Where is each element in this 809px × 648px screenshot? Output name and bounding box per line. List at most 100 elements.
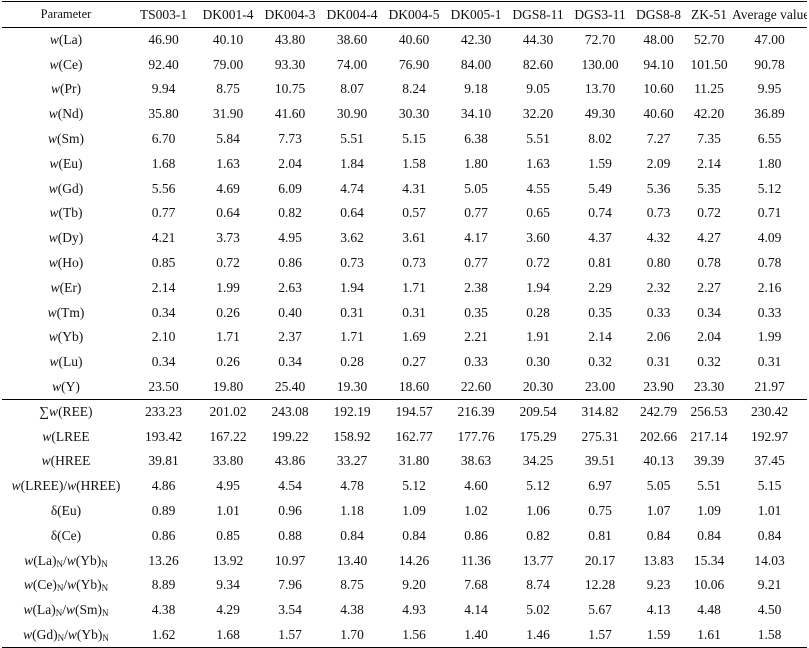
average-cell: 0.71 — [757, 205, 782, 221]
value-cell: 0.40 — [278, 304, 302, 320]
value-cell: 35.80 — [148, 106, 179, 122]
value-cell: 14.26 — [398, 552, 430, 568]
value-cell: 0.34 — [151, 354, 176, 370]
value-cell: 31.80 — [398, 453, 430, 469]
value-cell: 25.40 — [274, 378, 306, 394]
value-cell: 0.34 — [278, 354, 302, 370]
parameter-cell: w(Tm) — [47, 304, 85, 320]
value-cell: 5.51 — [697, 478, 721, 494]
column-header: DK004-4 — [321, 1, 383, 28]
value-cell: 4.37 — [588, 230, 612, 246]
value-cell: 6.97 — [588, 478, 612, 494]
average-cell: 5.15 — [757, 478, 782, 494]
parameter-cell: w(Er) — [50, 279, 82, 295]
value-cell: 5.51 — [340, 131, 364, 147]
value-cell: 0.65 — [526, 205, 550, 221]
value-cell: 0.72 — [526, 255, 550, 271]
value-cell: 1.63 — [216, 155, 240, 171]
column-header: DK004-5 — [383, 1, 445, 28]
parameter-cell: w(Ho) — [48, 255, 84, 271]
value-cell: 39.39 — [693, 453, 725, 469]
column-header: DK001-4 — [197, 1, 259, 28]
value-cell: 5.15 — [402, 131, 426, 147]
value-cell: 42.30 — [460, 32, 492, 48]
element-rows: w(La) 46.90 40.10 43.80 38.60 40.60 42.30 44.30… — [2, 28, 807, 400]
table-row: w(La) 46.90 40.10 43.80 38.60 40.60 42.30 44.30… — [2, 28, 807, 53]
value-cell: 6.09 — [278, 180, 302, 196]
value-cell: 31.90 — [212, 106, 244, 122]
value-cell: 202.66 — [639, 428, 678, 444]
header-row: Parameter TS003-1 DK001-4 DK004-3 DK004-… — [2, 1, 807, 28]
value-cell: 8.02 — [588, 131, 612, 147]
average-cell: 47.00 — [754, 32, 785, 48]
value-cell: 49.30 — [584, 106, 616, 122]
table-header: Parameter TS003-1 DK001-4 DK004-3 DK004-… — [2, 1, 807, 28]
value-cell: 13.40 — [336, 552, 368, 568]
value-cell: 0.73 — [402, 255, 426, 271]
column-header: DGS3-11 — [569, 1, 631, 28]
value-cell: 194.57 — [383, 398, 445, 425]
value-cell: 3.62 — [340, 230, 364, 246]
value-cell: 0.35 — [588, 304, 612, 320]
value-cell: 23.90 — [643, 378, 674, 394]
table-row: w(Dy) 4.21 3.73 4.95 3.62 3.61 4.17 3.60 4.37 4.3… — [2, 226, 807, 251]
parameter-cell: w(LREE)/w(HREE) — [11, 478, 121, 494]
value-cell: 4.14 — [464, 602, 488, 618]
average-cell: 1.58 — [732, 622, 807, 648]
value-cell: 192.19 — [321, 398, 383, 425]
value-cell: 0.27 — [402, 354, 426, 370]
value-cell: 2.10 — [151, 329, 176, 345]
average-cell: 9.95 — [757, 81, 782, 97]
value-cell: 15.34 — [693, 552, 725, 568]
table-row: w(Sm) 6.70 5.84 7.73 5.51 5.15 6.38 5.51 8.02 7.2… — [2, 127, 807, 152]
value-cell: 9.20 — [402, 577, 426, 593]
value-cell: 0.84 — [697, 527, 721, 543]
value-cell: 0.64 — [340, 205, 364, 221]
value-cell: 2.14 — [697, 155, 721, 171]
value-cell: 5.56 — [151, 180, 176, 196]
value-cell: 0.72 — [697, 205, 721, 221]
value-cell: 13.26 — [148, 552, 179, 568]
average-cell: 14.03 — [754, 552, 785, 568]
value-cell: 7.96 — [278, 577, 302, 593]
value-cell: 39.81 — [148, 453, 179, 469]
value-cell: 1.62 — [130, 622, 197, 648]
value-cell: 43.80 — [274, 32, 306, 48]
value-cell: 0.72 — [216, 255, 240, 271]
average-cell: 0.78 — [757, 255, 782, 271]
value-cell: 1.91 — [526, 329, 550, 345]
value-cell: 4.32 — [646, 230, 671, 246]
value-cell: 8.24 — [402, 81, 426, 97]
value-cell: 158.92 — [333, 428, 371, 444]
parameter-cell: w(Ce)N/w(Yb)N — [23, 577, 109, 594]
value-cell: 4.55 — [526, 180, 550, 196]
value-cell: 12.28 — [584, 577, 616, 593]
average-cell: 192.97 — [750, 428, 789, 444]
value-cell: 1.63 — [526, 155, 550, 171]
value-cell: 13.77 — [522, 552, 554, 568]
value-cell: 1.94 — [340, 279, 364, 295]
parameter-cell: w(Tb) — [49, 205, 83, 221]
value-cell: 1.09 — [402, 503, 426, 519]
value-cell: 1.02 — [464, 503, 488, 519]
value-cell: 4.54 — [278, 478, 302, 494]
value-cell: 13.92 — [212, 552, 244, 568]
value-cell: 0.85 — [216, 527, 240, 543]
value-cell: 9.23 — [646, 577, 671, 593]
value-cell: 1.59 — [588, 155, 612, 171]
column-header-average: Average value — [732, 1, 807, 28]
average-cell: 4.50 — [757, 602, 782, 618]
value-cell: 2.09 — [646, 155, 671, 171]
table-row: w(Nd) 35.80 31.90 41.60 30.90 30.30 34.10 32.20… — [2, 102, 807, 127]
value-cell: 10.75 — [274, 81, 306, 97]
value-cell: 101.50 — [690, 56, 728, 72]
value-cell: 0.75 — [588, 503, 612, 519]
value-cell: 0.32 — [588, 354, 612, 370]
value-cell: 20.30 — [522, 378, 554, 394]
value-cell: 23.50 — [148, 378, 179, 394]
table-row: w(Gd) 5.56 4.69 6.09 4.74 4.31 5.05 4.55 5.49 5.3… — [2, 176, 807, 201]
value-cell: 4.74 — [340, 180, 364, 196]
table-row: w(HREE 39.81 33.80 43.86 33.27 31.80 38.63 34.2… — [2, 449, 807, 474]
value-cell: 162.77 — [395, 428, 433, 444]
value-cell: 76.90 — [398, 56, 430, 72]
